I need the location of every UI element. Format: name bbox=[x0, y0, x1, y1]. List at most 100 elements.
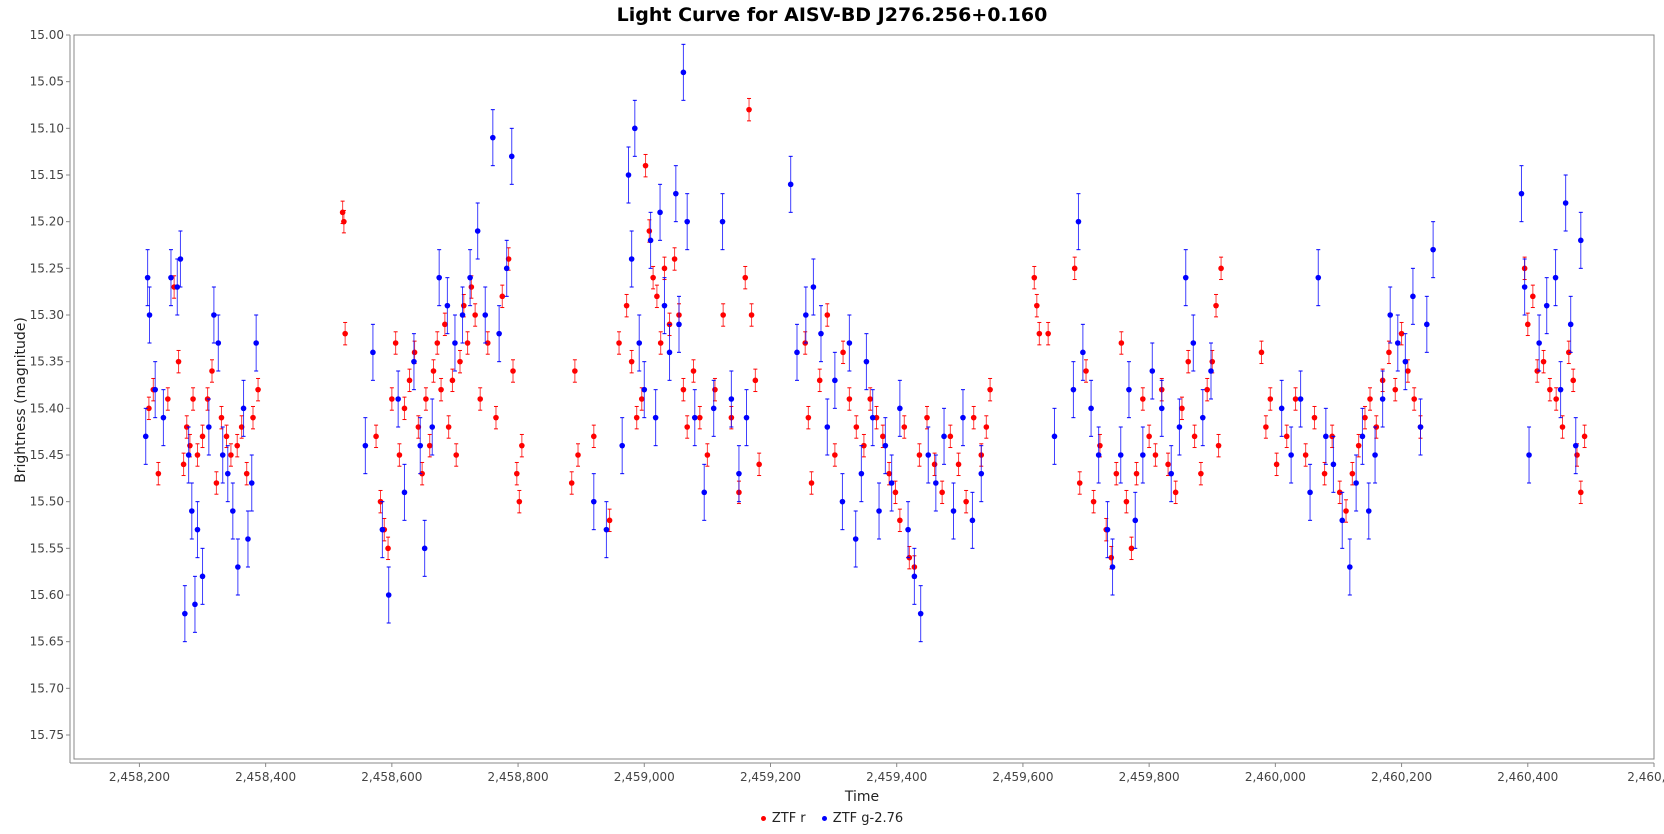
data-point bbox=[457, 358, 463, 365]
data-point bbox=[1398, 330, 1405, 337]
data-point bbox=[1562, 200, 1569, 206]
data-point bbox=[736, 470, 742, 477]
data-point bbox=[1263, 424, 1269, 430]
data-point bbox=[983, 424, 990, 430]
data-point bbox=[1315, 274, 1322, 281]
data-point bbox=[442, 321, 448, 328]
data-point bbox=[897, 405, 903, 412]
x-tick-label: 2,460,400 bbox=[1497, 770, 1558, 784]
data-point bbox=[701, 489, 708, 496]
data-point bbox=[444, 302, 451, 309]
data-point bbox=[1273, 461, 1280, 468]
data-point bbox=[396, 452, 403, 458]
data-point bbox=[253, 340, 259, 346]
data-point bbox=[245, 536, 251, 542]
y-tick-label: 15.35 bbox=[30, 355, 64, 369]
data-point bbox=[846, 340, 853, 346]
legend-label: ZTF g-2.76 bbox=[832, 811, 904, 826]
data-point bbox=[510, 368, 516, 374]
x-tick-label: 2,460,60 bbox=[1627, 770, 1664, 784]
data-point bbox=[628, 358, 635, 365]
data-point bbox=[1574, 452, 1580, 458]
y-tick-label: 15.05 bbox=[30, 75, 64, 89]
data-point bbox=[1198, 470, 1204, 477]
x-tick-label: 2,459,600 bbox=[992, 770, 1053, 784]
data-point bbox=[861, 442, 867, 449]
data-point bbox=[939, 489, 945, 496]
data-point bbox=[680, 69, 687, 76]
data-point bbox=[746, 106, 752, 113]
data-point bbox=[1076, 480, 1083, 486]
data-point bbox=[155, 470, 162, 477]
data-point bbox=[206, 424, 212, 430]
data-point bbox=[960, 414, 966, 421]
x-tick-label: 2,459,200 bbox=[740, 770, 801, 784]
data-point bbox=[234, 442, 241, 449]
data-point bbox=[886, 470, 892, 477]
data-point bbox=[182, 610, 188, 617]
data-point bbox=[1179, 405, 1185, 412]
data-point bbox=[1036, 330, 1043, 337]
data-point bbox=[1209, 358, 1216, 365]
data-point bbox=[818, 330, 824, 337]
data-point bbox=[728, 396, 735, 402]
data-point bbox=[642, 162, 649, 169]
x-tick-label: 2,458,800 bbox=[488, 770, 549, 784]
data-point bbox=[401, 489, 408, 496]
data-point bbox=[710, 405, 717, 412]
data-point bbox=[146, 312, 153, 318]
data-point bbox=[987, 386, 993, 393]
data-point bbox=[1126, 386, 1132, 393]
data-point bbox=[625, 172, 632, 178]
data-point bbox=[1191, 433, 1198, 440]
data-point bbox=[1113, 470, 1120, 477]
data-point bbox=[647, 237, 654, 244]
data-point bbox=[1386, 349, 1392, 356]
data-point bbox=[1323, 433, 1329, 440]
data-point bbox=[603, 526, 610, 533]
y-tick-label: 15.60 bbox=[30, 588, 64, 602]
data-point bbox=[1168, 470, 1175, 477]
data-point bbox=[472, 312, 478, 318]
data-point bbox=[1365, 508, 1372, 514]
data-point bbox=[406, 377, 413, 384]
data-point bbox=[436, 274, 442, 281]
data-point bbox=[684, 424, 690, 430]
data-point bbox=[1355, 442, 1362, 449]
data-point bbox=[970, 414, 977, 421]
y-axis-label: Brightness (magnitude) bbox=[13, 317, 29, 483]
data-point bbox=[1075, 218, 1082, 225]
data-point bbox=[697, 414, 703, 421]
data-point bbox=[666, 349, 673, 356]
x-tick-label: 2,459,400 bbox=[866, 770, 927, 784]
data-point bbox=[654, 293, 660, 300]
data-point bbox=[213, 480, 220, 486]
x-tick-label: 2,458,200 bbox=[109, 770, 170, 784]
data-point bbox=[1411, 396, 1417, 402]
data-point bbox=[1088, 405, 1094, 412]
data-point bbox=[924, 414, 930, 421]
data-point bbox=[370, 349, 376, 356]
data-point bbox=[1045, 330, 1051, 337]
data-point bbox=[499, 293, 506, 300]
x-tick-label: 2,458,400 bbox=[235, 770, 296, 784]
data-point bbox=[429, 424, 436, 430]
data-point bbox=[1543, 302, 1550, 309]
data-point bbox=[493, 414, 499, 421]
data-point bbox=[224, 470, 231, 477]
data-point bbox=[467, 274, 473, 281]
data-point bbox=[165, 396, 171, 402]
x-axis-label: Time bbox=[844, 789, 879, 805]
data-point bbox=[379, 526, 386, 533]
data-point bbox=[460, 302, 467, 309]
data-point bbox=[1292, 396, 1299, 402]
data-point bbox=[250, 414, 256, 421]
data-point bbox=[1392, 386, 1399, 393]
data-point bbox=[840, 349, 846, 356]
data-point bbox=[1321, 470, 1328, 477]
data-point bbox=[482, 312, 489, 318]
y-tick-label: 15.30 bbox=[30, 308, 64, 322]
data-point bbox=[1149, 368, 1156, 374]
data-point bbox=[1185, 358, 1192, 365]
data-point bbox=[174, 284, 181, 290]
